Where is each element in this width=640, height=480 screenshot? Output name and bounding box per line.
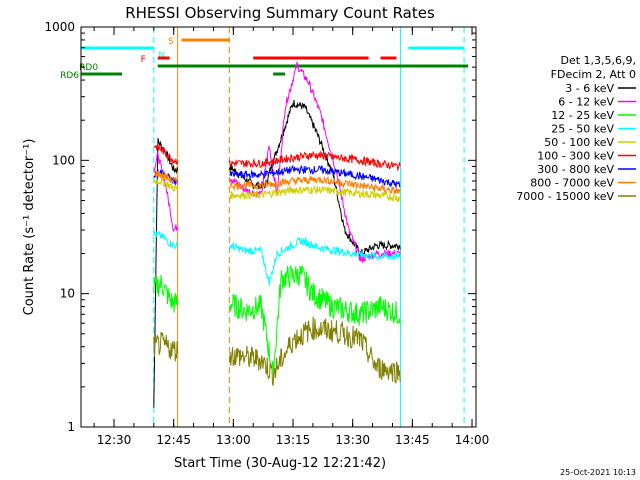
series-4-segment-1 <box>229 185 401 204</box>
plot-frame <box>80 26 477 428</box>
x-tick-label-6: 14:00 <box>455 433 490 447</box>
legend-label-0: 3 - 6 keV <box>565 82 614 95</box>
series-2-segment-1 <box>229 264 401 379</box>
y-tick-label-1: 10 <box>60 287 75 301</box>
x-tick-label-0: 12:30 <box>97 433 132 447</box>
chart-title: RHESSI Observing Summary Count Rates <box>125 4 435 22</box>
flag-rd0: RD0 <box>79 63 469 73</box>
legend-label-7: 800 - 7000 keV <box>530 177 614 190</box>
y-tick-label-3: 1000 <box>44 20 75 34</box>
series-4 <box>153 177 401 204</box>
flag-rd0-label: RD0 <box>79 63 98 73</box>
series-6-segment-1 <box>229 164 401 188</box>
legend-header-2: FDecim 2, Att 0 <box>551 68 636 81</box>
legend-header-1: Det 1,3,5,6,9, <box>560 54 636 67</box>
series-5-segment-1 <box>229 150 401 172</box>
series-3 <box>153 230 401 286</box>
flag-n-label: N <box>158 51 165 61</box>
series-7-segment-1 <box>229 175 401 195</box>
flag-s-label: S <box>168 37 174 47</box>
series-2 <box>153 264 401 379</box>
y-tick-label-2: 100 <box>52 153 75 167</box>
x-tick-label-5: 13:45 <box>395 433 430 447</box>
series-8-segment-0 <box>153 331 179 362</box>
flag-rd6: RD6 <box>60 71 286 81</box>
legend: Det 1,3,5,6,9, FDecim 2, Att 0 3 - 6 keV… <box>516 54 636 203</box>
series-5-segment-0 <box>153 143 179 165</box>
flag-s: S <box>168 37 230 47</box>
legend-label-3: 25 - 50 keV <box>551 123 614 136</box>
legend-label-8: 7000 - 15000 keV <box>516 190 614 203</box>
series-4-segment-0 <box>153 177 179 192</box>
x-tick-label-2: 13:00 <box>216 433 251 447</box>
x-tick-label-1: 12:45 <box>156 433 191 447</box>
legend-label-1: 6 - 12 keV <box>558 96 614 109</box>
legend-label-5: 100 - 300 keV <box>537 150 614 163</box>
flag-n: N <box>81 46 465 61</box>
legend-label-4: 50 - 100 keV <box>544 136 614 149</box>
x-tick-label-4: 13:30 <box>335 433 370 447</box>
axes: 1 10 100 1000 12:30 12:45 13:00 13:15 13:30 13:45… <box>44 20 489 447</box>
x-tick-label-3: 13:15 <box>276 433 311 447</box>
x-axis-label: Start Time (30-Aug-12 12:21:42) <box>174 456 386 471</box>
flag-f-label: F <box>141 55 146 65</box>
series-8 <box>153 316 401 386</box>
series-5 <box>153 143 401 172</box>
flag-f: F <box>141 55 397 65</box>
series-7 <box>153 170 401 195</box>
timestamp: 25-Oct-2021 10:13 <box>560 468 636 477</box>
legend-label-6: 300 - 800 keV <box>537 163 614 176</box>
y-tick-label-0: 1 <box>67 420 75 434</box>
y-axis-label: Count Rate (s⁻¹ detector⁻¹) <box>22 139 37 316</box>
series-3-segment-1 <box>229 236 401 286</box>
series-2-segment-0 <box>153 274 179 313</box>
flag-rd6-label: RD6 <box>60 71 79 81</box>
series-7-segment-0 <box>153 170 179 185</box>
legend-label-2: 12 - 25 keV <box>551 109 614 122</box>
series-8-segment-1 <box>229 316 401 386</box>
series-3-segment-0 <box>153 230 179 250</box>
